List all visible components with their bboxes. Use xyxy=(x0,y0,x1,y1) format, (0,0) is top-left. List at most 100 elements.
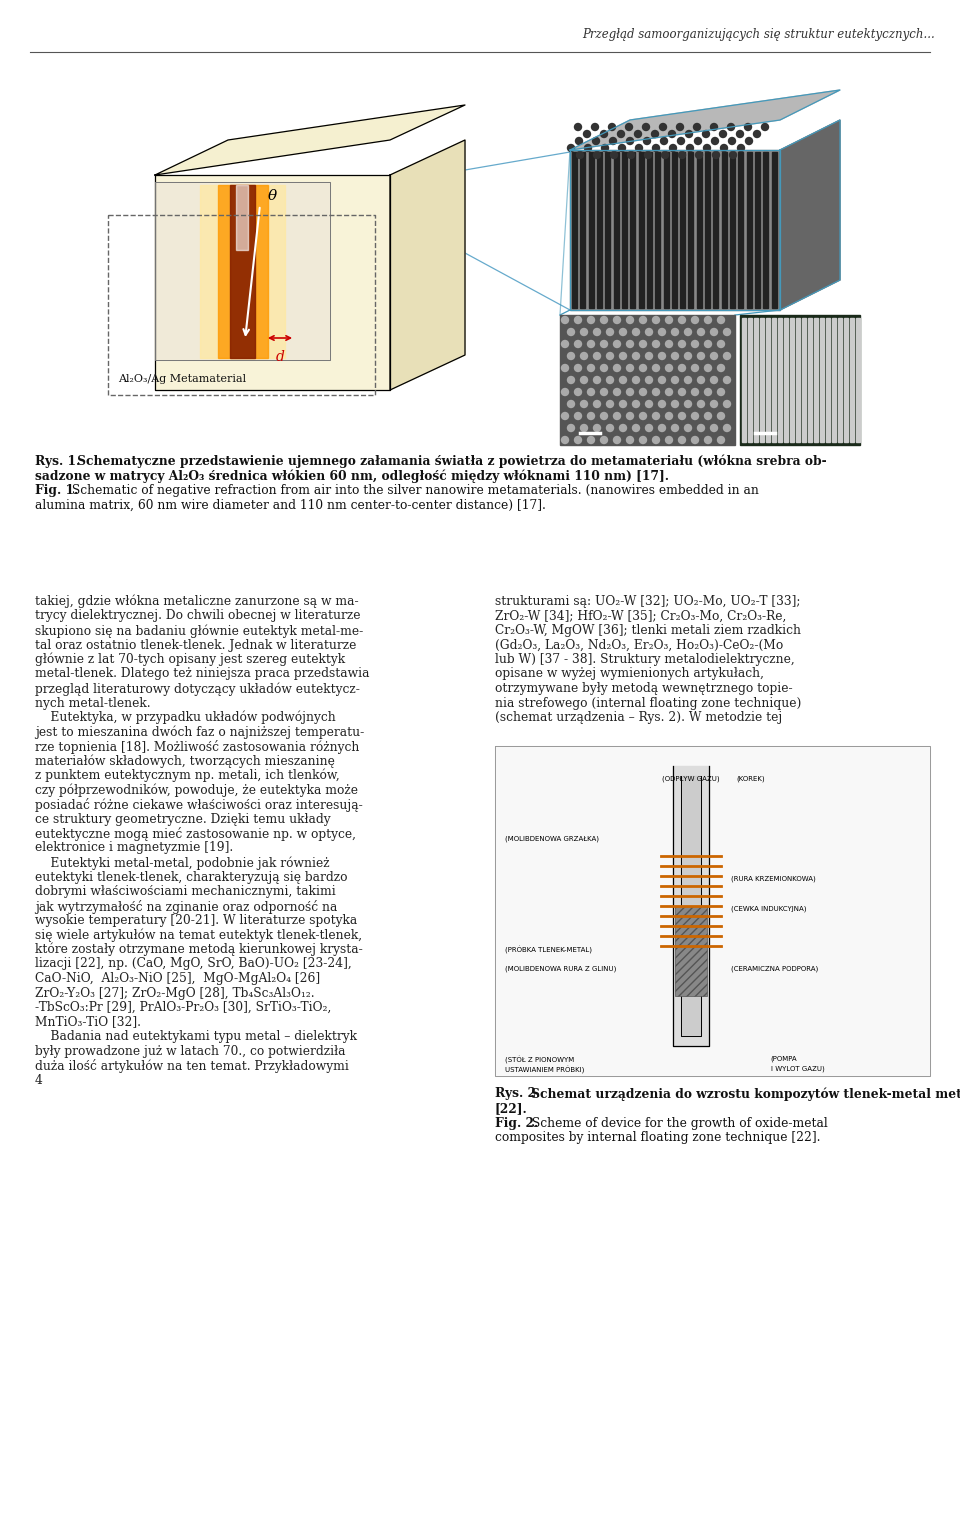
Circle shape xyxy=(627,437,634,443)
Circle shape xyxy=(660,123,666,131)
Circle shape xyxy=(671,425,679,431)
Circle shape xyxy=(611,152,617,158)
Text: ZrO₂-Y₂O₃ [27]; ZrO₂-MgO [28], Tb₄Sc₃Al₃O₁₂.: ZrO₂-Y₂O₃ [27]; ZrO₂-MgO [28], Tb₄Sc₃Al₃… xyxy=(35,987,315,999)
Circle shape xyxy=(584,131,590,138)
Circle shape xyxy=(562,413,568,419)
Circle shape xyxy=(588,316,594,323)
Circle shape xyxy=(609,123,615,131)
Polygon shape xyxy=(613,152,618,308)
Polygon shape xyxy=(763,152,768,308)
Polygon shape xyxy=(588,152,593,308)
Circle shape xyxy=(746,138,753,144)
Text: głównie z lat 70-tych opisany jest szereg eutektyk: głównie z lat 70-tych opisany jest szere… xyxy=(35,653,346,666)
Circle shape xyxy=(567,328,574,335)
Circle shape xyxy=(671,376,679,384)
Polygon shape xyxy=(742,317,746,442)
Circle shape xyxy=(574,364,582,372)
Circle shape xyxy=(745,123,752,131)
Polygon shape xyxy=(722,152,727,308)
Circle shape xyxy=(581,328,588,335)
Circle shape xyxy=(730,152,736,158)
Text: trycy dielektrycznej. Do chwili obecnej w literaturze: trycy dielektrycznej. Do chwili obecnej … xyxy=(35,610,361,622)
Circle shape xyxy=(698,352,705,360)
Text: otrzymywane były metodą wewnętrznego topie-: otrzymywane były metodą wewnętrznego top… xyxy=(495,682,793,695)
Polygon shape xyxy=(570,150,780,310)
Text: Schemat urządzenia do wzrostu kompozytów tlenek-metal metodą wewnętrznego topien: Schemat urządzenia do wzrostu kompozytów… xyxy=(527,1087,960,1101)
Text: dobrymi właściwościami mechanicznymi, takimi: dobrymi właściwościami mechanicznymi, ta… xyxy=(35,885,336,899)
Polygon shape xyxy=(672,152,677,308)
Polygon shape xyxy=(580,152,586,308)
Text: się wiele artykułów na temat eutektyk tlenek-tlenek,: się wiele artykułów na temat eutektyk tl… xyxy=(35,929,362,943)
Polygon shape xyxy=(790,317,794,442)
Circle shape xyxy=(684,401,691,407)
Polygon shape xyxy=(688,152,693,308)
Circle shape xyxy=(679,340,685,348)
Text: Al₂O₃/Ag Metamaterial: Al₂O₃/Ag Metamaterial xyxy=(118,373,246,384)
Circle shape xyxy=(633,352,639,360)
Circle shape xyxy=(588,364,594,372)
Circle shape xyxy=(705,437,711,443)
Circle shape xyxy=(665,340,673,348)
Circle shape xyxy=(613,316,620,323)
Circle shape xyxy=(645,352,653,360)
Text: (POMPA: (POMPA xyxy=(771,1055,798,1063)
Text: takiej, gdzie włókna metaliczne zanurzone są w ma-: takiej, gdzie włókna metaliczne zanurzon… xyxy=(35,595,359,609)
Circle shape xyxy=(717,364,725,372)
Circle shape xyxy=(717,316,725,323)
Text: czy półprzewodników, powoduje, że eutektyka może: czy półprzewodników, powoduje, że eutekt… xyxy=(35,783,358,797)
Circle shape xyxy=(639,340,646,348)
Circle shape xyxy=(705,364,711,372)
Circle shape xyxy=(574,316,582,323)
Polygon shape xyxy=(236,185,248,250)
Circle shape xyxy=(567,144,574,152)
Circle shape xyxy=(633,328,639,335)
Text: elektronice i magnetyzmie [19].: elektronice i magnetyzmie [19]. xyxy=(35,841,233,855)
Text: tal oraz ostatnio tlenek-tlenek. Jednak w literaturze: tal oraz ostatnio tlenek-tlenek. Jednak … xyxy=(35,639,356,651)
Circle shape xyxy=(613,340,620,348)
Text: (KOREK): (KOREK) xyxy=(736,776,765,782)
Circle shape xyxy=(684,376,691,384)
Circle shape xyxy=(635,131,641,138)
Circle shape xyxy=(602,144,609,152)
Text: Fig. 1.: Fig. 1. xyxy=(35,484,79,496)
Circle shape xyxy=(684,425,691,431)
Circle shape xyxy=(661,152,668,158)
Polygon shape xyxy=(390,140,465,390)
Circle shape xyxy=(644,152,652,158)
Circle shape xyxy=(607,425,613,431)
Polygon shape xyxy=(772,152,777,308)
Circle shape xyxy=(562,437,568,443)
Text: Cr₂O₃-W, MgOW [36]; tlenki metali ziem rzadkich: Cr₂O₃-W, MgOW [36]; tlenki metali ziem r… xyxy=(495,624,801,638)
Circle shape xyxy=(705,316,711,323)
Text: (MOLIBDENOWA GRZAŁKA): (MOLIBDENOWA GRZAŁKA) xyxy=(505,835,599,842)
Circle shape xyxy=(684,328,691,335)
Circle shape xyxy=(691,316,699,323)
Polygon shape xyxy=(663,152,668,308)
Circle shape xyxy=(679,389,685,396)
Polygon shape xyxy=(850,317,853,442)
Circle shape xyxy=(703,131,709,138)
Circle shape xyxy=(671,328,679,335)
Circle shape xyxy=(592,138,599,144)
Circle shape xyxy=(613,364,620,372)
Text: z punktem eutektycznym np. metali, ich tlenków,: z punktem eutektycznym np. metali, ich t… xyxy=(35,770,340,782)
Polygon shape xyxy=(814,317,818,442)
Circle shape xyxy=(686,144,693,152)
Circle shape xyxy=(567,352,574,360)
Text: Rys. 1.: Rys. 1. xyxy=(35,455,81,468)
Circle shape xyxy=(710,352,717,360)
Text: eutektyki tlenek-tlenek, charakteryzują się bardzo: eutektyki tlenek-tlenek, charakteryzują … xyxy=(35,870,348,883)
Text: (schemat urządzenia – Rys. 2). W metodzie tej: (schemat urządzenia – Rys. 2). W metodzi… xyxy=(495,710,782,724)
Polygon shape xyxy=(748,317,752,442)
Text: posiadać różne ciekawe właściwości oraz interesują-: posiadać różne ciekawe właściwości oraz … xyxy=(35,798,363,812)
Circle shape xyxy=(581,352,588,360)
Polygon shape xyxy=(832,317,835,442)
Text: CaO-NiO,  Al₂O₃-NiO [25],  MgO-MgAl₂O₄ [26]: CaO-NiO, Al₂O₃-NiO [25], MgO-MgAl₂O₄ [26… xyxy=(35,972,320,985)
Text: wysokie temperatury [20-21]. W literaturze spotyka: wysokie temperatury [20-21]. W literatur… xyxy=(35,914,357,927)
Circle shape xyxy=(653,340,660,348)
Circle shape xyxy=(593,352,601,360)
Text: materiałów składowych, tworzących mieszaninę: materiałów składowych, tworzących miesza… xyxy=(35,754,335,768)
Text: (CERAMICZNA PODPORA): (CERAMICZNA PODPORA) xyxy=(731,965,818,972)
Circle shape xyxy=(613,413,620,419)
Circle shape xyxy=(562,340,568,348)
